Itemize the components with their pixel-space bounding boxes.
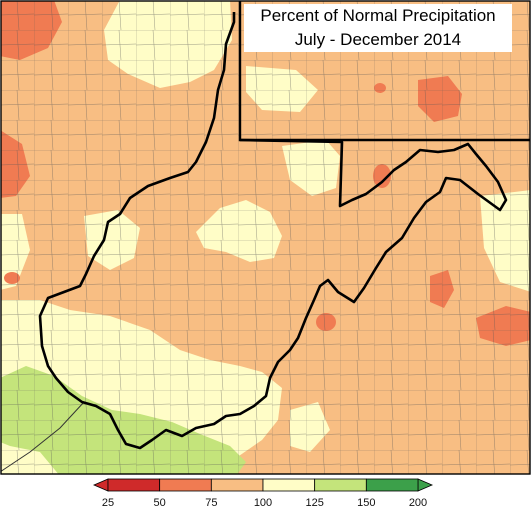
map-title: Percent of Normal Precipitation July - D… <box>244 4 512 52</box>
legend-swatch <box>365 478 419 492</box>
county-lines <box>1 1 530 474</box>
legend-arrow-high <box>417 478 434 492</box>
legend-arrow-low <box>92 478 109 492</box>
legend-swatch <box>314 478 367 492</box>
legend-swatch <box>210 478 264 492</box>
map-frame <box>0 0 531 475</box>
precipitation-map <box>0 0 531 475</box>
pennsylvania-outline <box>238 1 530 142</box>
legend-swatches <box>92 478 434 492</box>
west-virginia-outline <box>38 12 508 450</box>
legend-tick-label: 200 <box>409 497 427 509</box>
legend-swatch <box>107 478 161 492</box>
legend-tick-label: 75 <box>205 497 217 509</box>
legend-ticks: 25 50 75 100 125 150 200 <box>102 497 427 509</box>
legend-swatch <box>262 478 316 492</box>
legend-tick-label: 125 <box>305 497 323 509</box>
legend-tick-label: 100 <box>254 497 272 509</box>
color-legend: 25 50 75 100 125 150 200 <box>92 478 434 509</box>
legend-tick-label: 50 <box>154 497 166 509</box>
legend-tick-label: 25 <box>102 497 114 509</box>
map-title-line-2: July - December 2014 <box>294 30 462 49</box>
map-title-line-1: Percent of Normal Precipitation <box>260 6 496 25</box>
kentucky-border <box>1 401 85 472</box>
legend-tick-label: 150 <box>357 497 375 509</box>
legend-swatch <box>159 478 212 492</box>
